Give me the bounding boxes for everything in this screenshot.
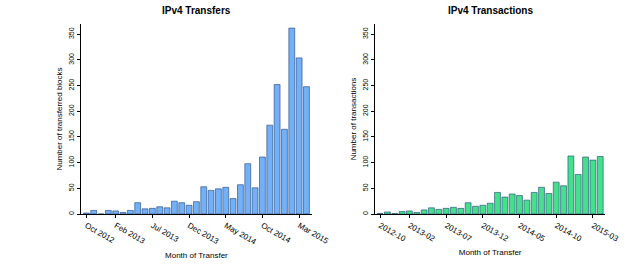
svg-text:Feb 2013: Feb 2013 — [113, 221, 147, 246]
svg-text:150: 150 — [362, 130, 369, 142]
svg-text:2013-12: 2013-12 — [480, 221, 510, 244]
svg-text:0: 0 — [68, 211, 75, 215]
svg-text:250: 250 — [362, 79, 369, 91]
svg-text:Month of Transfer: Month of Transfer — [165, 251, 228, 260]
svg-text:Oct 2012: Oct 2012 — [83, 221, 116, 245]
svg-text:2015-03: 2015-03 — [590, 221, 620, 244]
svg-text:300: 300 — [362, 53, 369, 65]
svg-text:50: 50 — [68, 183, 75, 191]
svg-text:Jul 2013: Jul 2013 — [149, 221, 180, 244]
svg-text:200: 200 — [362, 104, 369, 116]
svg-text:2014-05: 2014-05 — [517, 221, 547, 244]
svg-text:Number of transactions: Number of transactions — [349, 78, 358, 161]
svg-text:Number of transferred blocks: Number of transferred blocks — [55, 67, 64, 170]
svg-text:350: 350 — [362, 27, 369, 39]
svg-text:Mar 2015: Mar 2015 — [296, 221, 330, 246]
svg-text:200: 200 — [68, 104, 75, 116]
svg-text:0: 0 — [362, 211, 369, 215]
svg-text:Dec 2013: Dec 2013 — [186, 221, 221, 246]
svg-text:2013-02: 2013-02 — [406, 221, 436, 244]
svg-text:300: 300 — [68, 53, 75, 65]
svg-text:250: 250 — [68, 79, 75, 91]
svg-text:100: 100 — [68, 156, 75, 168]
svg-text:2013-07: 2013-07 — [443, 221, 473, 244]
svg-text:IPv4 Transactions: IPv4 Transactions — [448, 5, 533, 16]
svg-text:Month of Transfer: Month of Transfer — [459, 248, 522, 257]
svg-text:350: 350 — [68, 27, 75, 39]
svg-text:May 2014: May 2014 — [223, 221, 258, 247]
svg-text:100: 100 — [362, 156, 369, 168]
svg-text:150: 150 — [68, 130, 75, 142]
svg-text:2014-10: 2014-10 — [553, 221, 583, 244]
svg-text:IPv4 Transfers: IPv4 Transfers — [162, 5, 231, 16]
svg-text:Oct 2014: Oct 2014 — [259, 221, 292, 245]
svg-text:50: 50 — [362, 183, 369, 191]
svg-text:2012-10: 2012-10 — [377, 221, 407, 244]
